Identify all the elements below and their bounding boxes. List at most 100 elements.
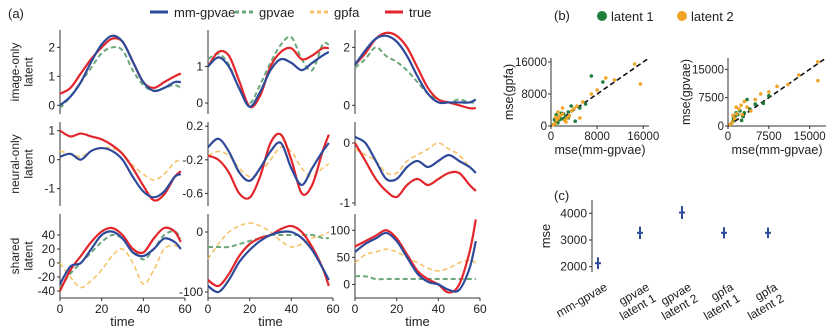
y-tick-label: 0 <box>343 277 350 291</box>
scatter-point-latent-2 <box>745 105 749 109</box>
series-line-gpfa <box>354 248 477 272</box>
y-tick-label: 4000 <box>560 206 587 220</box>
y-tick-label: -100 <box>179 285 203 299</box>
line-chart-legend: mm-gpvae gpvae gpfa true <box>150 5 431 20</box>
scatter-point-latent-2 <box>731 113 735 118</box>
category-label: gpfalatent 2 <box>739 280 787 323</box>
y-tick-label: 1 <box>48 124 55 138</box>
x-tick-label: 16000 <box>627 131 659 143</box>
legend-label-true: true <box>409 5 431 20</box>
subplot-0-2: 02 <box>343 30 477 114</box>
x-tick-label: 0 <box>205 302 212 316</box>
series-line-mm-gpvae <box>354 136 477 182</box>
series-line-mm-gpvae <box>354 231 477 293</box>
scatter-point-latent-1 <box>569 104 573 108</box>
scatter-point-latent-1 <box>601 80 605 84</box>
x-tick-label: 0 <box>352 302 359 316</box>
x-tick-label: 60 <box>326 302 340 316</box>
series-line-true <box>59 129 182 202</box>
series-line-gpfa <box>59 244 182 289</box>
row-label-1: neural-onlylatent <box>8 134 36 193</box>
series-line-mm-gpvae <box>59 230 182 285</box>
legend-label-gpvae: gpvae <box>259 5 294 20</box>
scatter-point-latent-2 <box>734 112 739 116</box>
row-label-line: latent <box>22 241 36 271</box>
y-axis-label: mse(gpvae) <box>679 59 693 125</box>
scatter-point-latent-2 <box>567 113 572 118</box>
scatter-point-latent-2 <box>565 116 569 120</box>
legend-marker-latent-2 <box>677 11 687 21</box>
x-tick-label: 60 <box>178 302 192 316</box>
y-tick-label: -40 <box>38 284 56 298</box>
scatter-point-latent-2 <box>775 84 779 89</box>
row-label-line: latent <box>22 57 36 87</box>
scatter-point-latent-1 <box>578 106 582 110</box>
scatter-point-latent-2 <box>564 120 568 124</box>
x-tick-label: 0 <box>725 131 731 143</box>
y-tick-label: 3000 <box>560 233 587 247</box>
x-tick-label: 20 <box>390 302 404 316</box>
scatter-legend: latent 1 latent 2 <box>597 9 734 24</box>
scatter-point-latent-2 <box>767 90 771 94</box>
series-line-true <box>207 132 330 200</box>
y-tick-label: 16000 <box>515 57 547 69</box>
category-label: gpvaelatent 2 <box>653 280 701 323</box>
scatter-point-latent-2 <box>572 106 576 111</box>
subplot-0-0: 0 1 2 <box>48 30 182 114</box>
y-tick-label: 0 <box>48 256 55 270</box>
y-tick-label: 1 <box>48 69 55 83</box>
series-line-mm-gpvae <box>207 230 330 294</box>
x-tick-label: 20 <box>243 302 257 316</box>
series-line-gpfa <box>207 145 330 178</box>
scatter-point-latent-2 <box>556 110 560 114</box>
x-axis-label: time <box>110 314 135 329</box>
scatter-point-latent-1 <box>583 102 588 106</box>
x-axis-label: time <box>258 314 283 329</box>
scatter-point-latent-1 <box>589 74 594 78</box>
scatter-point-latent-1 <box>573 119 578 123</box>
scatter-point-latent-2 <box>753 97 758 102</box>
series-line-mm-gpvae <box>354 34 477 105</box>
errorbar-panel: 2000 3000 4000 mse mm-gpvae gpvaelatent 1 gpva… <box>538 200 787 323</box>
scatter-point-latent-1 <box>745 97 749 102</box>
scatter-point-latent-2 <box>578 116 582 120</box>
x-tick-label: 7500 <box>756 131 782 143</box>
scatter-point-latent-2 <box>553 115 558 119</box>
scatter-point-latent-2 <box>816 78 820 83</box>
scatter-point-latent-2 <box>730 120 735 125</box>
scatter-point-latent-1 <box>739 118 744 123</box>
scatter-point-latent-2 <box>737 107 741 111</box>
y-tick-label: 40 <box>42 228 56 242</box>
scatter-point-latent-2 <box>560 106 565 110</box>
y-axis-label: mse(gpfa) <box>502 64 516 120</box>
y-tick-label: 1 <box>196 60 203 74</box>
scatter-point-latent-2 <box>740 112 744 117</box>
series-line-mm-gpvae <box>207 50 330 108</box>
row-label-2: sharedlatent <box>8 238 36 275</box>
y-tick-label: -1 <box>339 196 350 210</box>
series-line-gpvae <box>354 275 476 281</box>
scatter-point-latent-1 <box>566 110 571 114</box>
y-tick-label: 2000 <box>560 260 587 274</box>
y-tick-label: -0.2 <box>182 153 203 167</box>
scatter-point-latent-2 <box>595 88 599 92</box>
y-tick-label: 0 <box>196 225 203 239</box>
x-tick-label: 60 <box>473 302 487 316</box>
y-tick-label: -20 <box>38 270 56 284</box>
category-label-line: mm-gpvae <box>554 280 610 321</box>
legend-marker-latent-1 <box>597 11 607 21</box>
scatter-point-latent-2 <box>742 99 747 104</box>
legend-label-mm-gpvae: mm-gpvae <box>174 5 235 20</box>
panel-label-a: (a) <box>8 6 24 21</box>
x-axis-label: mse(mm-gpvae) <box>732 143 823 157</box>
y-tick-label: 20 <box>42 242 56 256</box>
y-tick-label: 7500 <box>698 93 724 105</box>
row-label-line: neural-only <box>8 134 22 193</box>
subplot-2-2: 0 50 100 0 20 40 60 time <box>330 214 487 329</box>
scatter-point-latent-2 <box>603 76 608 80</box>
scatter-point-latent-2 <box>569 109 574 113</box>
